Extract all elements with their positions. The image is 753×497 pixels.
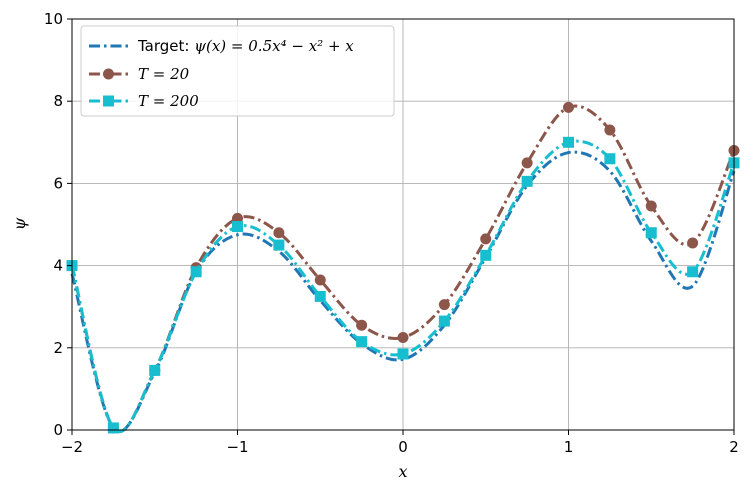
legend-marker [103,68,114,80]
x-tick-label: 2 [729,438,739,456]
data-point-t20 [397,332,409,344]
legend-item-target: Target: ψ(x) = 0.5x⁴ − x² + x [89,37,354,55]
data-point-t200 [397,348,409,360]
y-tick-label: 8 [53,92,63,110]
legend-marker [103,95,114,107]
data-point-t200 [232,221,243,233]
data-point-t20 [273,227,285,239]
data-point-t20 [687,237,699,249]
data-point-t200 [438,315,450,327]
data-point-t200 [190,266,202,278]
legend-label: T = 20 [138,65,190,83]
data-point-t200 [107,422,119,434]
data-point-t200 [687,266,699,278]
data-point-t200 [521,175,533,187]
data-point-t200 [645,227,657,239]
legend-label-formula: T = 20 [138,65,190,83]
y-tick-label: 6 [53,174,63,192]
legend-label: T = 200 [138,92,199,110]
data-point-t20 [356,319,368,331]
legend-label: Target: ψ(x) = 0.5x⁴ − x² + x [137,37,354,55]
data-point-t20 [645,200,657,212]
legend-label-formula: ψ(x) = 0.5x⁴ − x² + x [194,37,354,55]
data-point-t20 [438,299,450,311]
data-point-t200 [273,239,285,251]
data-point-t200 [604,153,616,165]
x-axis-label: x [398,462,407,481]
y-tick-label: 4 [53,257,63,275]
data-point-t20 [563,101,574,113]
data-point-t200 [149,364,161,376]
y-tick-label: 10 [44,10,63,28]
data-point-t20 [604,124,616,136]
legend: Target: ψ(x) = 0.5x⁴ − x² + xT = 20T = 2… [80,25,395,117]
x-tick-label: −2 [61,438,83,456]
legend-label-prefix: Target: [137,37,194,55]
legend-box [80,25,395,117]
data-point-t200 [563,136,574,148]
ticks: −2 −1 0 1 2 0 2 4 6 8 10 [44,10,739,456]
data-point-t200 [314,290,326,302]
y-tick-label: 0 [53,421,63,439]
data-point-t20 [314,274,326,286]
data-point-t200 [356,336,368,348]
data-point-t200 [480,249,492,261]
x-tick-label: 0 [398,438,408,456]
legend-item-t20: T = 20 [89,65,190,83]
x-tick-label: −1 [226,438,248,456]
data-point-t20 [480,233,492,245]
legend-label-formula: T = 200 [138,92,199,110]
y-tick-label: 2 [53,339,63,357]
x-tick-label: 1 [564,438,574,456]
data-point-t20 [521,157,533,169]
legend-item-t200: T = 200 [89,92,199,110]
y-axis-label: ψ [10,217,29,230]
